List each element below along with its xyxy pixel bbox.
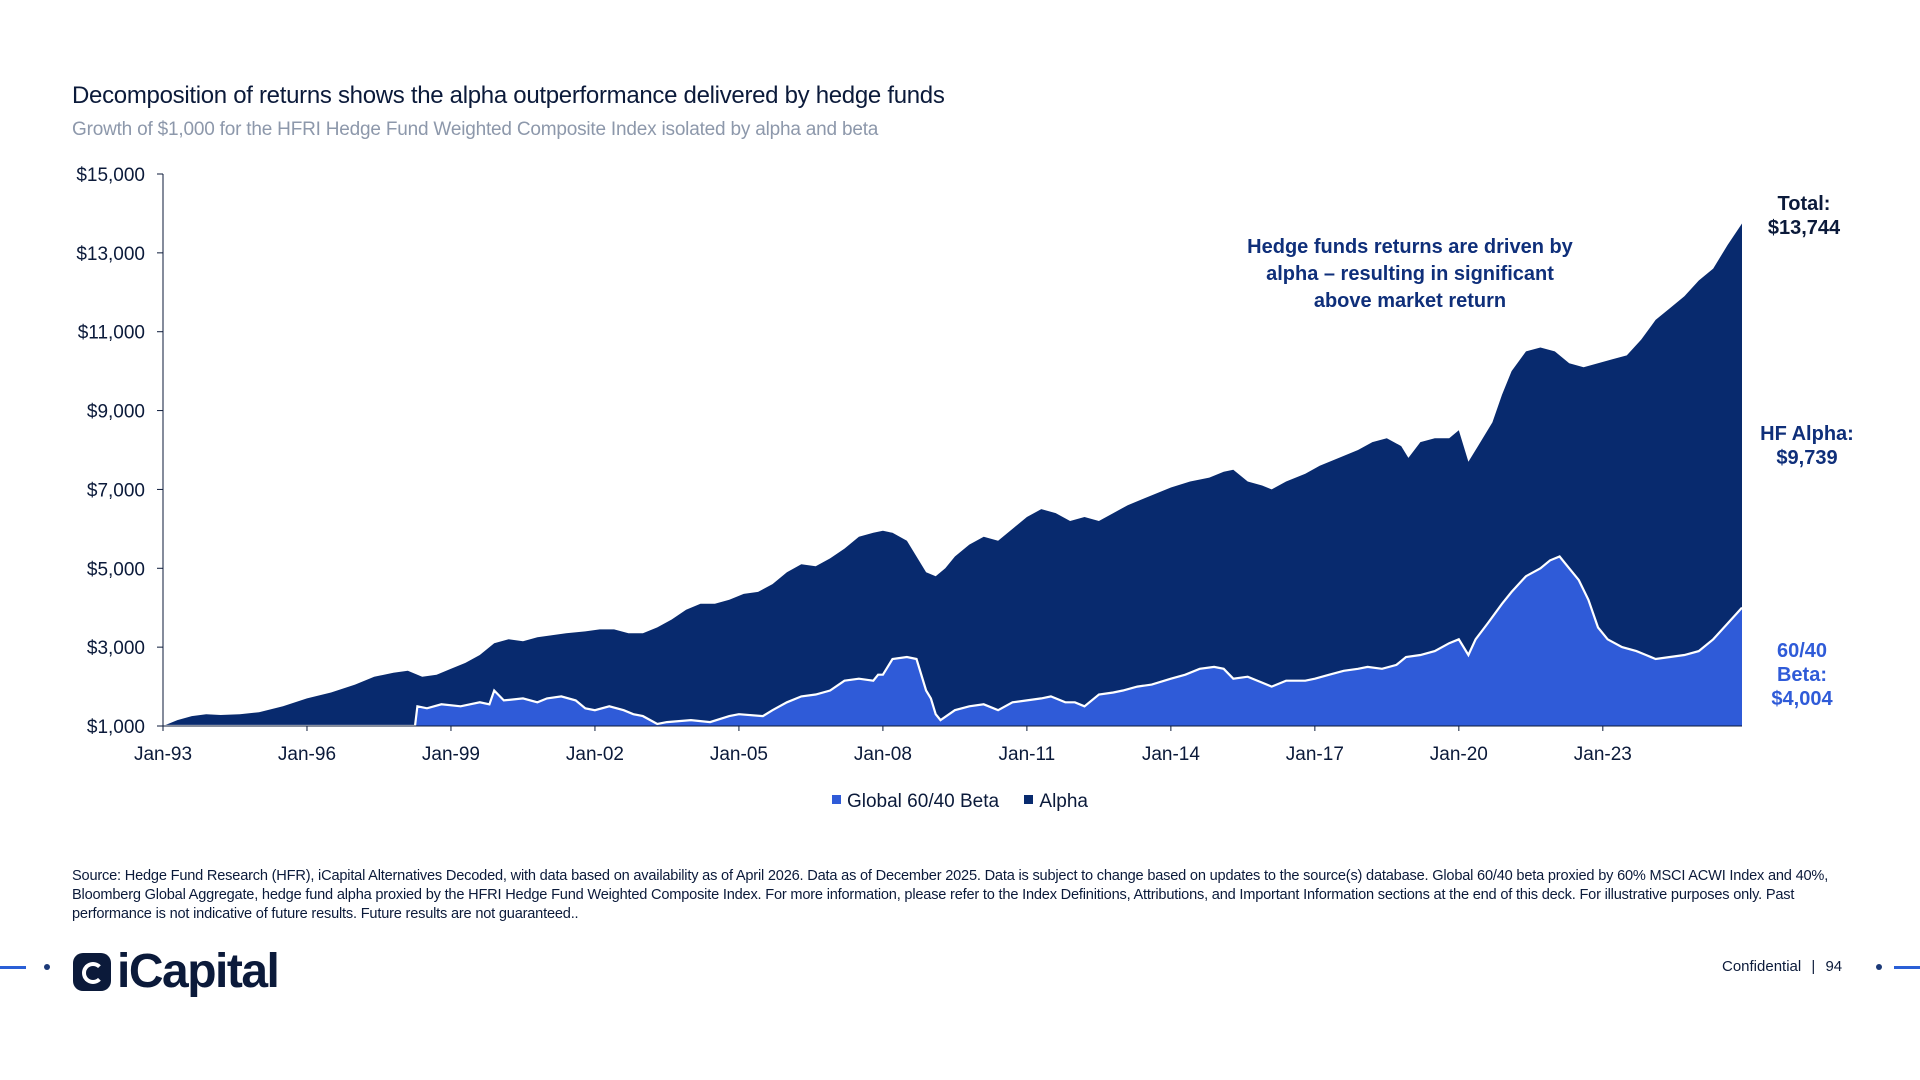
x-tick-label: Jan-05 bbox=[710, 744, 768, 765]
logo-text: iCapital bbox=[117, 945, 280, 998]
legend-item-alpha: Alpha bbox=[1024, 791, 1088, 813]
y-tick-label: $3,000 bbox=[87, 638, 145, 659]
y-tick-label: $13,000 bbox=[76, 244, 145, 265]
y-tick-label: $11,000 bbox=[78, 323, 145, 344]
footer-dot-left bbox=[44, 964, 50, 970]
annotation-total-line-2: $13,744 bbox=[1768, 217, 1841, 239]
footer-separator: | bbox=[1811, 958, 1816, 975]
x-tick-label: Jan-08 bbox=[854, 744, 912, 765]
x-tick-label: Jan-93 bbox=[134, 744, 192, 765]
annotation-message-line-1: Hedge funds returns are driven by bbox=[1247, 236, 1574, 258]
footer-dot-right bbox=[1876, 964, 1882, 970]
footer-confidential: Confidential | 94 bbox=[1722, 958, 1842, 975]
page-number: 94 bbox=[1825, 958, 1843, 975]
legend-swatch-alpha bbox=[1024, 795, 1034, 805]
series-area-global-60-40-beta bbox=[163, 556, 1742, 726]
annotation-beta-line-3: $4,004 bbox=[1771, 688, 1833, 710]
annotation-message-line-2: alpha – resulting in significant bbox=[1266, 263, 1554, 285]
page-subtitle: Growth of $1,000 for the HFRI Hedge Fund… bbox=[72, 119, 879, 140]
x-tick-label: Jan-96 bbox=[278, 744, 336, 765]
y-tick-label: $15,000 bbox=[76, 165, 145, 186]
icapital-logo: iCapital bbox=[73, 944, 280, 999]
annotation-total-line-1: Total: bbox=[1778, 193, 1831, 215]
x-tick-label: Jan-99 bbox=[422, 744, 480, 765]
y-tick-label: $9,000 bbox=[87, 402, 145, 423]
y-tick-label: $5,000 bbox=[87, 559, 145, 580]
series-line-global-60-40-beta bbox=[163, 555, 1743, 728]
x-tick-label: Jan-11 bbox=[999, 744, 1056, 765]
source-footnote: Source: Hedge Fund Research (HFR), iCapi… bbox=[72, 868, 1829, 922]
page-title: Decomposition of returns shows the alpha… bbox=[72, 82, 945, 109]
returns-area-chart: $15,000 $13,000 $11,000 $9,000 $7,000 $5,000 $… bbox=[76, 165, 1854, 765]
annotation-hf-alpha-line-2: $9,739 bbox=[1776, 447, 1837, 469]
annotation-hf-alpha-line-1: HF Alpha: bbox=[1760, 423, 1854, 445]
x-tick-label: Jan-14 bbox=[1142, 744, 1201, 765]
x-tick-label: Jan-02 bbox=[566, 744, 624, 765]
annotation-message-line-3: above market return bbox=[1314, 290, 1506, 312]
legend-label-beta: Global 60/40 Beta bbox=[846, 791, 1000, 812]
chart-legend: Global 60/40 Beta Alpha bbox=[0, 791, 1920, 813]
annotation-beta-line-2: Beta: bbox=[1777, 664, 1827, 686]
x-tick-label: Jan-20 bbox=[1430, 744, 1488, 765]
confidential-label: Confidential bbox=[1722, 958, 1802, 975]
y-tick-label: $1,000 bbox=[87, 717, 145, 738]
icapital-logo-icon bbox=[73, 952, 111, 991]
annotation-beta-line-1: 60/40 bbox=[1777, 640, 1827, 662]
x-tick-label: Jan-23 bbox=[1574, 744, 1632, 765]
legend-item-beta: Global 60/40 Beta bbox=[831, 791, 1000, 813]
x-tick-label: Jan-17 bbox=[1286, 744, 1344, 765]
legend-swatch-beta bbox=[831, 795, 841, 805]
y-tick-label: $7,000 bbox=[87, 480, 145, 501]
series-area-alpha bbox=[163, 223, 1742, 726]
legend-label-alpha: Alpha bbox=[1039, 791, 1088, 812]
footer-accent-line-left bbox=[0, 966, 26, 969]
footer-accent-line-right bbox=[1894, 966, 1920, 969]
